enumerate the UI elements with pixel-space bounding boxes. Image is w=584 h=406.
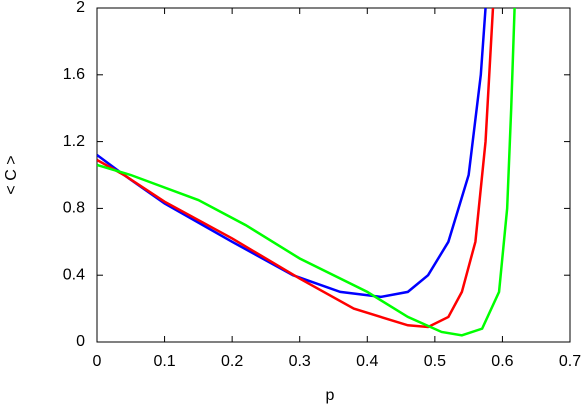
- y-tick-label: 0: [76, 333, 85, 350]
- x-tick-label: 0.7: [559, 353, 581, 370]
- series-line: [97, 8, 516, 337]
- x-tick-label: 0.3: [289, 353, 311, 370]
- x-axis-label: p: [326, 387, 335, 404]
- series-line: [97, 8, 487, 299]
- x-tick-label: 0.2: [221, 353, 243, 370]
- curves: [97, 8, 516, 337]
- x-tick-label: 0.1: [153, 353, 175, 370]
- y-tick-label: 0.8: [63, 200, 85, 217]
- x-tick-label: 0: [93, 353, 102, 370]
- x-tick-label: 0.4: [356, 353, 378, 370]
- y-tick-label: 1.6: [63, 66, 85, 83]
- y-tick-label: 1.2: [63, 133, 85, 150]
- y-tick-label: 0.4: [63, 266, 85, 283]
- y-tick-label: 2: [76, 0, 85, 16]
- x-tick-label: 0.6: [491, 353, 513, 370]
- y-axis-label: < C >: [3, 155, 20, 194]
- plot-frame: [96, 7, 571, 343]
- series-line: [97, 8, 495, 329]
- x-tick-label: 0.5: [424, 353, 446, 370]
